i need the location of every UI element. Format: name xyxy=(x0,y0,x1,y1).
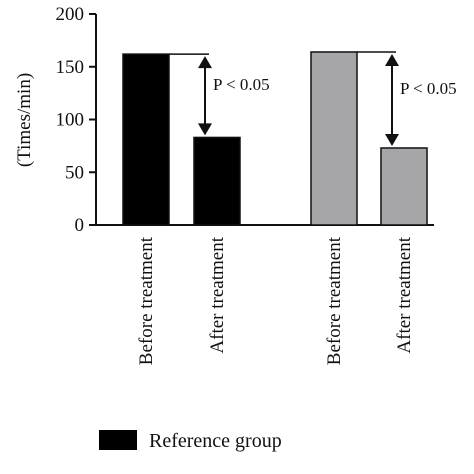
legend: Reference group xyxy=(99,430,282,452)
significance-label: P < 0.05 xyxy=(213,75,270,94)
arrow-head-up xyxy=(385,53,399,66)
x-tick-label: Before treatment xyxy=(324,236,345,365)
x-tick-label: After treatment xyxy=(394,236,415,353)
arrow-head-up xyxy=(198,56,212,69)
y-tick-label: 150 xyxy=(56,57,85,78)
y-tick-label: 0 xyxy=(75,215,85,236)
y-tick-label: 50 xyxy=(65,162,84,183)
legend-swatch xyxy=(99,430,137,450)
y-tick-label: 100 xyxy=(56,110,85,131)
arrow-head-down xyxy=(198,123,212,136)
y-axis-label: (Times/min) xyxy=(14,73,35,167)
arrow-head-down xyxy=(385,133,399,146)
bar-1 xyxy=(122,53,170,226)
y-tick-label: 200 xyxy=(56,4,85,25)
x-tick-label: After treatment xyxy=(207,236,228,353)
x-tick-label: Before treatment xyxy=(136,236,157,365)
bar-3 xyxy=(310,51,358,226)
ticks-layer: 0 50 100 150 200 Before treatment After treatm… xyxy=(56,4,416,365)
bar-4 xyxy=(380,147,428,226)
annotations-layer: P < 0.05 P < 0.05 xyxy=(169,51,457,146)
bar-2 xyxy=(193,136,241,226)
bars-layer xyxy=(122,51,428,226)
legend-label: Reference group xyxy=(149,430,282,452)
significance-label: P < 0.05 xyxy=(400,79,457,98)
